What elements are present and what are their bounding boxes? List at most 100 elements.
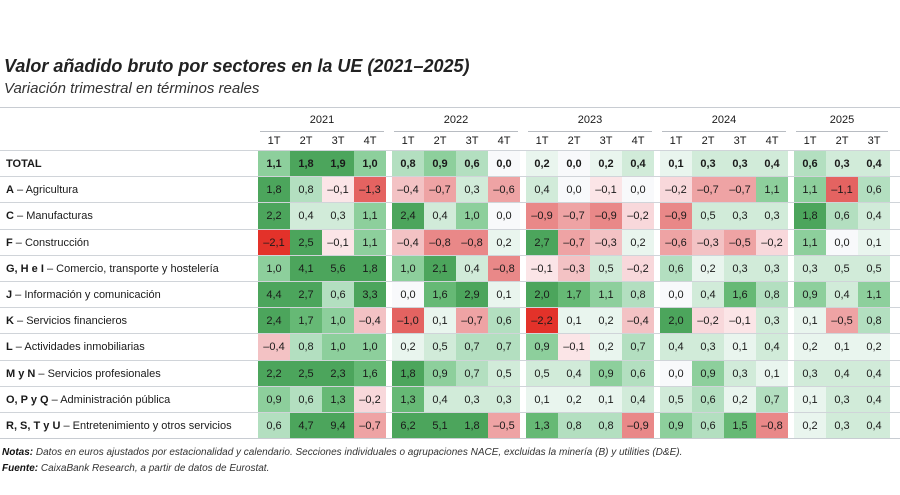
heatmap-cell: –0,2: [622, 255, 654, 282]
row-label: A – Agricultura: [6, 177, 78, 203]
quarter-header: 3T: [599, 135, 613, 147]
heatmap-cell: 9,4: [322, 413, 354, 439]
heatmap-cell: –0,3: [590, 229, 622, 256]
separator: –: [12, 341, 25, 354]
chart-title: Valor añadido bruto por sectores en la U…: [4, 56, 470, 76]
heatmap-cell: 0,8: [622, 282, 654, 308]
sector-code: R, S, T y U: [6, 420, 61, 432]
heatmap-cell: 0,4: [858, 386, 890, 413]
heatmap-cell: –0,4: [392, 229, 424, 256]
quarter-header: 3T: [331, 135, 345, 147]
heatmap-cell: –0,7: [558, 229, 590, 256]
row-label: J – Información y comunicación: [6, 282, 161, 308]
heatmap-cell: 0,2: [622, 229, 654, 256]
quarter-header: 4T: [497, 135, 511, 147]
heatmap-cell: 0,3: [756, 255, 788, 282]
table-row: A – Agricultura 1,8 0,8 –0,1 –1,3 –0,4 –0,7 0,3…: [0, 176, 900, 204]
heatmap-cell: –0,9: [590, 203, 622, 230]
heatmap-cell: 2,3: [322, 360, 354, 387]
heatmap-cell: 0,6: [488, 308, 520, 335]
heatmap-cell: –0,1: [590, 177, 622, 204]
heatmap-cell: 0,8: [858, 308, 890, 335]
heatmap-cell: –0,9: [660, 203, 692, 230]
separator: –: [43, 262, 57, 275]
year-header: 2024: [662, 111, 786, 132]
heatmap-cell: 0,4: [290, 203, 322, 230]
heatmap-cell: 0,2: [692, 255, 724, 282]
heatmap-cell: 0,4: [424, 386, 456, 413]
heatmap-cell: 0,4: [456, 255, 488, 282]
heatmap-cell: 0,6: [692, 413, 724, 439]
row-label: F – Construcción: [6, 230, 89, 256]
table-row: O, P y Q – Administración pública 0,9 0,6 1…: [0, 385, 900, 413]
heatmap-cell: 1,1: [794, 177, 826, 204]
heatmap-cell: 0,1: [660, 151, 692, 177]
heatmap-cell: 0,5: [526, 360, 558, 387]
heatmap-cell: –0,8: [756, 413, 788, 439]
row-label: O, P y Q – Administración pública: [6, 387, 170, 413]
heatmap-cell: 1,0: [258, 255, 290, 282]
heatmap-cell: 0,2: [794, 413, 826, 439]
notes-label: Notas:: [2, 447, 34, 458]
heatmap-cell: 0,4: [558, 360, 590, 387]
heatmap-cell: –0,7: [354, 413, 386, 439]
heatmap-cell: 0,4: [826, 360, 858, 387]
table-row: R, S, T y U – Entretenimiento y otros se…: [0, 412, 900, 439]
heatmap-cell: 0,1: [526, 386, 558, 413]
row-label: TOTAL: [6, 151, 42, 177]
heatmap-cell: 0,3: [724, 255, 756, 282]
heatmap-cell: 1,8: [456, 413, 488, 439]
table-row: C – Manufacturas 2,2 0,4 0,3 1,1 2,4 0,4 1,0 0,0…: [0, 202, 900, 230]
heatmap-cell: 0,0: [622, 177, 654, 204]
quarter-header: 4T: [363, 135, 377, 147]
heatmap-cell: 1,1: [794, 229, 826, 256]
heatmap-cell: –0,9: [526, 203, 558, 230]
heatmap-cell: 1,8: [794, 203, 826, 230]
heatmap-cell: 0,3: [756, 203, 788, 230]
heatmap-cell: 2,5: [290, 229, 322, 256]
heatmap-cell: 0,6: [692, 386, 724, 413]
quarter-header: 1T: [535, 135, 549, 147]
heatmap-cell: 0,4: [424, 203, 456, 230]
heatmap-cell: 1,8: [290, 151, 322, 177]
heatmap-cell: 0,1: [858, 229, 890, 256]
heatmap-cell: 0,0: [660, 360, 692, 387]
heatmap-cell: –0,4: [622, 308, 654, 335]
sector-name: Construcción: [24, 236, 90, 249]
heatmap-cell: 1,6: [354, 360, 386, 387]
heatmap-cell: 0,0: [488, 151, 520, 177]
heatmap-cell: –0,2: [692, 308, 724, 335]
heatmap-cell: 4,1: [290, 255, 322, 282]
sector-code: F: [6, 236, 13, 249]
heatmap-cell: 0,0: [826, 229, 858, 256]
heatmap-cell: 0,9: [424, 151, 456, 177]
heatmap-cell: 0,2: [488, 229, 520, 256]
heatmap-cell: –0,7: [724, 177, 756, 204]
heatmap-cell: –0,9: [622, 413, 654, 439]
heatmap-cell: 0,6: [290, 386, 322, 413]
heatmap-cell: 3,3: [354, 282, 386, 308]
separator: –: [35, 367, 48, 380]
source: Fuente: CaixaBank Research, a partir de …: [2, 463, 269, 474]
heatmap-cell: 0,1: [794, 308, 826, 335]
heatmap-cell: –1,0: [392, 308, 424, 335]
year-header: 2022: [394, 111, 518, 132]
table-row: K – Servicios financieros 2,4 1,7 1,0 –0,4 –1…: [0, 307, 900, 335]
sector-name: Información y comunicación: [24, 289, 161, 301]
table-row: L – Actividades inmobiliarias –0,4 0,8 1,0 1…: [0, 333, 900, 361]
row-label: L – Actividades inmobiliarias: [6, 334, 145, 360]
heatmap-cell: 1,1: [590, 282, 622, 308]
heatmap-cell: 1,0: [322, 308, 354, 335]
heatmap-cell: 0,7: [622, 334, 654, 361]
heatmap-cell: 1,0: [354, 334, 386, 361]
heatmap-cell: 0,6: [826, 203, 858, 230]
heatmap-cell: 0,6: [456, 151, 488, 177]
heatmap-cell: 2,1: [424, 255, 456, 282]
heatmap-cell: –0,4: [258, 334, 290, 361]
heatmap-cell: –2,2: [526, 308, 558, 335]
heatmap-cell: 2,9: [456, 282, 488, 308]
heatmap-cell: –0,1: [526, 255, 558, 282]
heatmap-cell: –0,7: [558, 203, 590, 230]
heatmap-cell: 0,5: [858, 255, 890, 282]
heatmap-cell: 0,3: [756, 308, 788, 335]
